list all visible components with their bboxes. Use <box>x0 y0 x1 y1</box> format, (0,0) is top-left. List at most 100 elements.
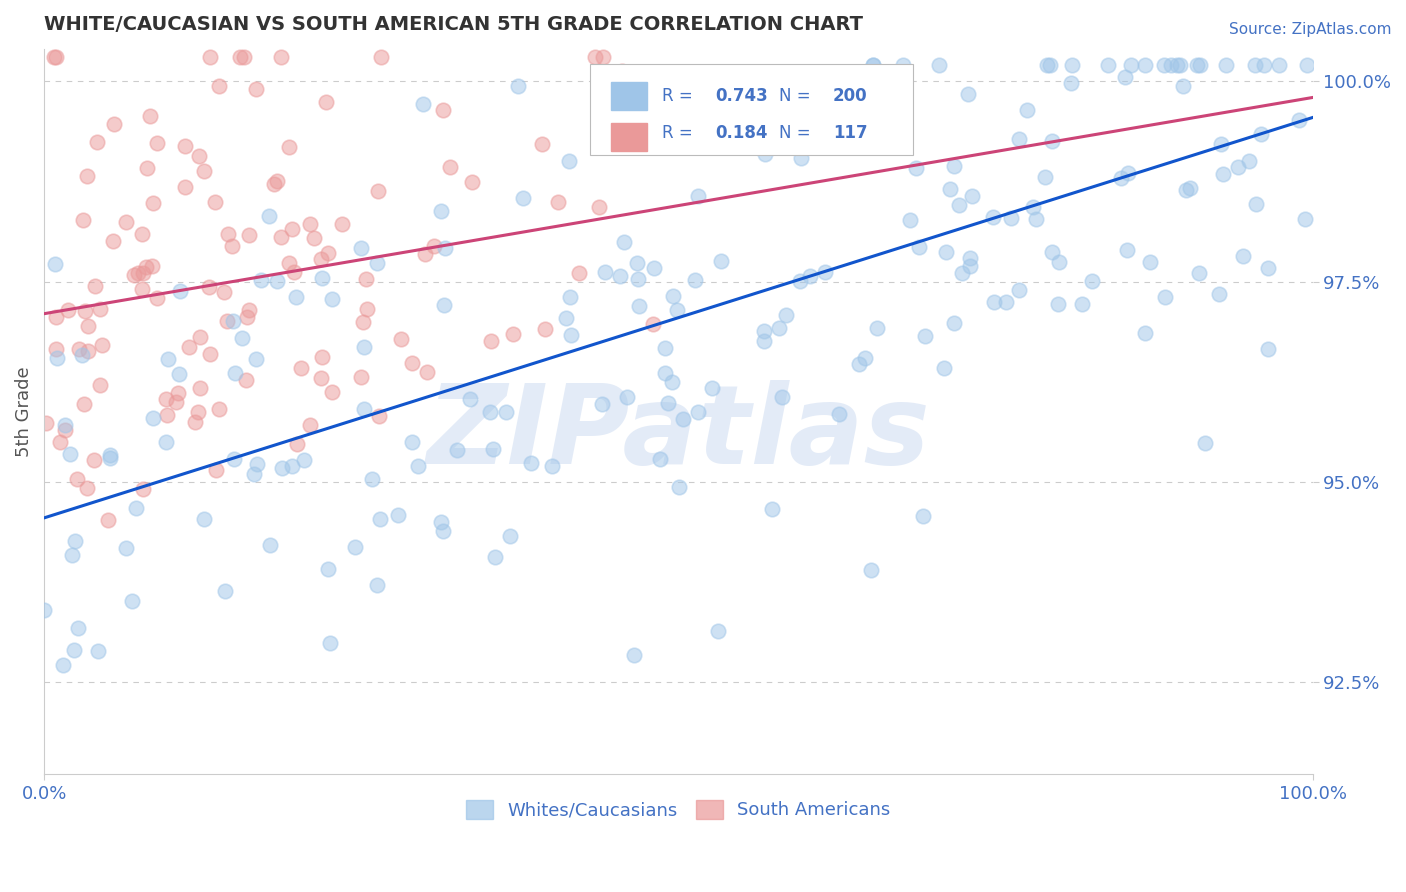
Point <box>1039 58 1062 72</box>
Point <box>1250 127 1272 141</box>
Point <box>512 191 534 205</box>
Point <box>661 375 683 389</box>
Point <box>350 369 373 384</box>
Point <box>439 161 461 175</box>
Point <box>1133 326 1156 341</box>
Point <box>1211 137 1233 152</box>
Point <box>89 301 111 316</box>
Point <box>59 447 82 461</box>
Point <box>1188 266 1211 280</box>
Point <box>83 453 105 467</box>
Point <box>1047 297 1070 311</box>
Point <box>657 396 679 410</box>
Point <box>135 260 157 274</box>
Point <box>204 195 226 210</box>
Point <box>460 392 482 406</box>
Point <box>45 310 67 324</box>
Point <box>754 146 776 161</box>
Point <box>103 117 125 131</box>
Point <box>1232 249 1254 263</box>
Point <box>1227 160 1250 174</box>
Point <box>799 268 821 283</box>
Point <box>309 370 332 384</box>
Point <box>520 456 543 470</box>
Point <box>1257 342 1279 356</box>
Point <box>356 272 378 286</box>
Point <box>495 404 517 418</box>
Point <box>1244 58 1267 72</box>
Point <box>641 317 664 331</box>
Point <box>146 136 169 150</box>
Point <box>302 231 325 245</box>
Point <box>98 451 121 466</box>
Point <box>271 461 294 475</box>
Point <box>775 308 797 322</box>
Point <box>1208 287 1230 301</box>
Point <box>661 289 683 303</box>
Point <box>588 200 610 214</box>
Point <box>257 209 280 223</box>
Point <box>959 251 981 265</box>
Point <box>32 603 55 617</box>
Point <box>356 301 378 316</box>
Point <box>499 529 522 543</box>
Point <box>862 58 884 72</box>
Point <box>298 217 321 231</box>
Point <box>353 340 375 354</box>
Point <box>401 434 423 449</box>
Point <box>627 272 650 286</box>
Point <box>434 241 457 255</box>
Point <box>432 524 454 539</box>
Point <box>214 584 236 599</box>
Point <box>165 395 187 409</box>
Point <box>1166 58 1188 72</box>
Point <box>479 405 502 419</box>
Point <box>761 501 783 516</box>
Point <box>352 315 374 329</box>
Point <box>229 50 252 64</box>
Point <box>136 161 159 175</box>
Point <box>948 198 970 212</box>
Point <box>217 227 239 241</box>
Point <box>222 451 245 466</box>
Point <box>862 58 884 72</box>
Point <box>350 242 373 256</box>
Point <box>155 392 177 406</box>
Point <box>156 408 179 422</box>
Point <box>278 140 301 154</box>
Point <box>866 320 889 334</box>
Point <box>1267 58 1289 72</box>
Text: Source: ZipAtlas.com: Source: ZipAtlas.com <box>1229 22 1392 37</box>
Point <box>707 624 730 639</box>
Point <box>56 303 79 318</box>
Point <box>983 294 1005 309</box>
Point <box>1212 167 1234 181</box>
Point <box>198 346 221 360</box>
Text: WHITE/CAUCASIAN VS SOUTH AMERICAN 5TH GRADE CORRELATION CHART: WHITE/CAUCASIAN VS SOUTH AMERICAN 5TH GR… <box>44 15 863 34</box>
Point <box>1022 200 1045 214</box>
Point <box>547 195 569 210</box>
Point <box>593 265 616 279</box>
Point <box>943 316 966 330</box>
Point <box>187 405 209 419</box>
Point <box>53 423 76 437</box>
Point <box>131 282 153 296</box>
Point <box>389 333 412 347</box>
Point <box>898 213 921 227</box>
Point <box>433 298 456 312</box>
Point <box>412 97 434 112</box>
FancyBboxPatch shape <box>589 64 912 154</box>
Point <box>179 341 201 355</box>
Text: 200: 200 <box>834 87 868 105</box>
Point <box>1000 211 1022 226</box>
Point <box>506 78 529 93</box>
Text: N =: N = <box>779 87 815 105</box>
Point <box>281 458 304 473</box>
Point <box>626 256 648 270</box>
Point <box>66 472 89 486</box>
Point <box>67 621 90 635</box>
Point <box>72 397 94 411</box>
Point <box>76 481 98 495</box>
Point <box>1035 170 1057 185</box>
Point <box>281 222 304 236</box>
